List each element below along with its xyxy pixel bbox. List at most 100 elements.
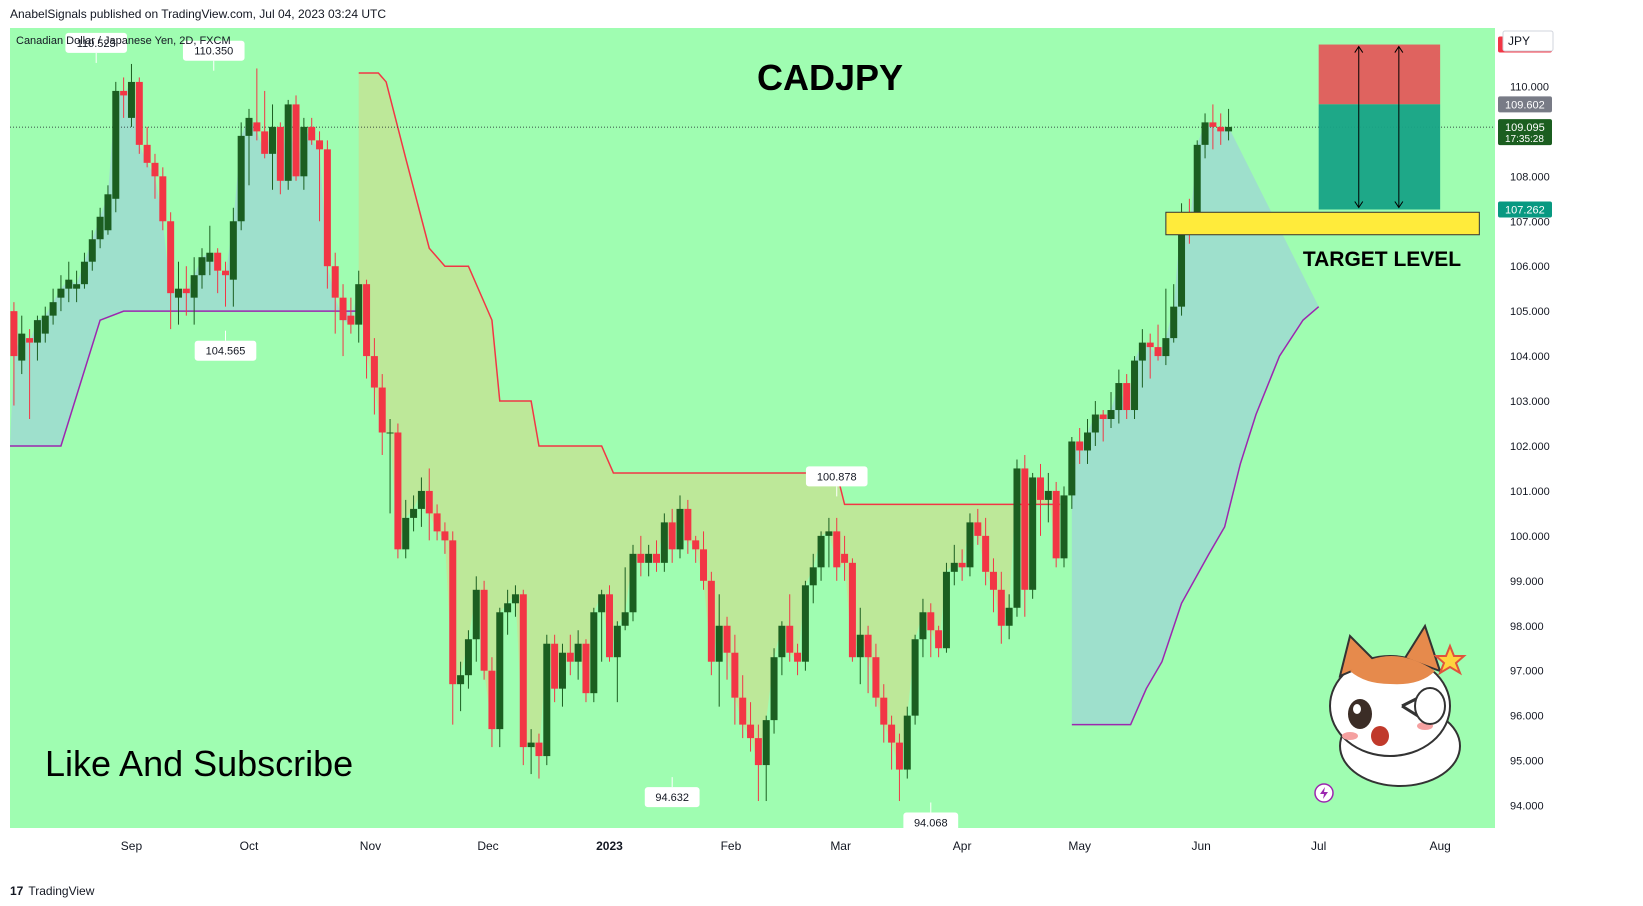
lightning-icon[interactable] (1314, 783, 1334, 803)
trail-upper-line (358, 72, 1061, 506)
tradingview-logo-icon[interactable]: 17 (10, 884, 24, 898)
publisher-line: AnabelSignals published on TradingView.c… (10, 7, 387, 21)
candle-body (942, 571, 950, 649)
candle-body (269, 126, 277, 154)
candle-body (551, 643, 559, 689)
candle-body (355, 284, 363, 325)
candle-body (135, 81, 143, 145)
candle-body (997, 589, 1005, 626)
candle-body (316, 140, 324, 150)
candle-body (574, 643, 582, 662)
trail-upper-fill (358, 72, 1061, 770)
stop-zone (1318, 44, 1441, 105)
candle-body (1131, 360, 1139, 411)
y-tick-label: 104.000 (1510, 351, 1550, 363)
annotation-label: 100.878 (817, 471, 857, 483)
candle-body (982, 535, 990, 572)
candle-body (127, 81, 135, 118)
trail-lower-line-2 (1071, 306, 1320, 726)
candle-body (848, 562, 856, 658)
candle-body (621, 612, 629, 626)
candle-body (864, 634, 872, 658)
candle-body (410, 508, 418, 518)
price-tag (1498, 201, 1552, 218)
y-tick-label: 95.000 (1510, 756, 1544, 768)
candle-body (1162, 338, 1170, 357)
footer: 17 TradingView (0, 876, 1643, 906)
candlestick-chart[interactable]: 110.523 110.350 104.565 100.878 94.632 94.068… (0, 28, 1643, 876)
candle-body (10, 311, 18, 357)
candle-body (1084, 432, 1092, 451)
candle-body (903, 715, 911, 770)
candle-body (433, 513, 441, 532)
x-tick-label: Feb (721, 839, 742, 853)
candle-body (1146, 342, 1154, 348)
time-scale-background[interactable] (10, 828, 1558, 876)
candle-body (370, 356, 378, 388)
candle-body (300, 126, 308, 177)
annotation-box (182, 40, 245, 61)
candle-body (504, 603, 512, 613)
candle-body (143, 144, 151, 163)
candle-body (1217, 126, 1225, 132)
candle-body (511, 594, 519, 604)
candle-body (1005, 607, 1013, 626)
candle-body (519, 594, 527, 748)
candle-body (104, 194, 112, 231)
annotation-box (805, 466, 868, 487)
currency-selector[interactable]: JPY (1502, 30, 1554, 52)
candle-body (880, 697, 888, 725)
candle-body (472, 589, 480, 640)
trail-lower-fill (10, 81, 359, 446)
candle-body (778, 625, 786, 658)
annotation-box (644, 787, 700, 808)
annotation-label: 110.523 (77, 38, 116, 50)
candle-body (88, 239, 96, 262)
x-tick-label: Sep (121, 839, 143, 853)
x-tick-label: Nov (360, 839, 381, 853)
y-tick-label: 103.000 (1510, 396, 1550, 408)
candle-body (715, 625, 723, 662)
plot-background[interactable] (10, 28, 1495, 828)
candle-body (966, 522, 974, 568)
y-tick-label: 101.000 (1510, 486, 1550, 498)
candle-body (841, 553, 849, 563)
candle-body (989, 571, 997, 590)
tradingview-brand[interactable]: TradingView (28, 884, 95, 898)
candle-body (284, 104, 292, 181)
candle-body (112, 90, 120, 199)
candle-body (73, 284, 81, 289)
candle-body (825, 531, 833, 536)
candle-body (927, 612, 935, 631)
candle-body (292, 104, 300, 177)
candle-body (449, 540, 457, 685)
target-zone (1165, 211, 1480, 236)
candle-body (629, 553, 637, 613)
candle-body (120, 90, 128, 96)
candle-body (80, 261, 88, 285)
y-tick-label: 106.000 (1510, 261, 1550, 273)
chart-title: CADJPY (757, 57, 903, 98)
arrow-head-up (1394, 45, 1404, 53)
candle-body (637, 553, 645, 563)
candle-body (1209, 122, 1217, 127)
y-tick-label: 99.000 (1510, 576, 1544, 588)
profit-zone (1318, 104, 1441, 210)
candle-body (895, 742, 903, 770)
candle-body (935, 630, 943, 649)
price-scale-background[interactable] (1495, 28, 1558, 828)
x-tick-label: Oct (240, 839, 259, 853)
y-tick-label: 100.000 (1510, 531, 1550, 543)
candle-body (57, 288, 65, 298)
price-tag-label: 109.602 (1505, 99, 1545, 111)
candle-body (833, 531, 841, 568)
candle-body (457, 675, 465, 685)
candle-body (692, 540, 700, 550)
price-tag (1498, 96, 1552, 113)
candle-body (598, 594, 606, 613)
x-tick-label: Aug (1429, 839, 1450, 853)
candle-body (668, 522, 676, 550)
candle-body (331, 266, 339, 298)
trail-lower-fill-2 (1071, 122, 1319, 725)
candle-body (723, 625, 731, 653)
